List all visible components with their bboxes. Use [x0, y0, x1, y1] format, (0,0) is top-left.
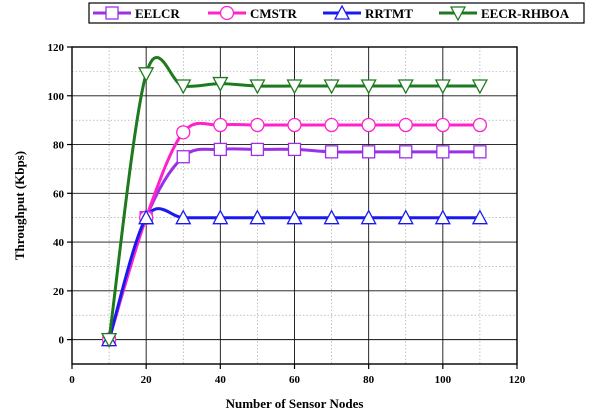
legend-marker-cmstr — [219, 5, 235, 21]
legend-marker-eelcr — [105, 6, 119, 20]
data-point-eelcr — [250, 142, 265, 157]
data-point-eecr-rhboa — [360, 79, 377, 95]
x-tick-label: 0 — [69, 374, 75, 386]
y-axis-label: Throughput (Kbps) — [12, 151, 27, 260]
legend: EELCR CMSTR RRTMT EECR-RHBOA — [88, 2, 585, 24]
data-point-eecr-rhboa — [249, 79, 266, 95]
data-point-cmstr — [435, 117, 450, 133]
legend-marker-rrtmt — [333, 4, 351, 20]
data-point-eelcr — [287, 142, 302, 157]
x-tick-label: 20 — [141, 374, 153, 386]
data-point-eelcr — [362, 145, 376, 159]
data-point-eecr-rhboa — [286, 79, 303, 95]
data-point-eelcr — [399, 145, 413, 159]
x-axis-label: Number of Sensor Nodes — [226, 396, 364, 411]
y-tick-label: 40 — [53, 237, 65, 249]
legend-label-eecr-rhboa: EECR-RHBOA — [481, 6, 570, 21]
data-point-rrtmt — [175, 209, 192, 225]
legend-marker-eecr-rhboa — [449, 6, 467, 22]
data-point-rrtmt — [286, 209, 303, 225]
data-point-rrtmt — [323, 209, 340, 225]
data-point-cmstr — [287, 117, 302, 133]
data-point-eecr-rhboa — [323, 79, 340, 95]
data-point-cmstr — [213, 117, 228, 133]
data-point-eecr-rhboa — [471, 79, 489, 95]
data-point-rrtmt — [249, 209, 266, 225]
data-point-eecr-rhboa — [397, 79, 414, 95]
data-point-cmstr — [250, 117, 265, 133]
series-line-eelcr — [107, 147, 480, 341]
legend-label-rrtmt: RRTMT — [365, 6, 413, 21]
legend-label-cmstr: CMSTR — [250, 6, 298, 21]
data-point-eelcr — [213, 142, 227, 157]
data-point-rrtmt — [397, 209, 414, 225]
data-point-eelcr — [436, 145, 450, 159]
y-tick-label: 20 — [53, 286, 65, 298]
y-tick-label: 0 — [59, 335, 65, 347]
data-point-cmstr — [176, 125, 191, 140]
x-tick-label: 120 — [509, 374, 526, 386]
x-tick-label: 40 — [215, 374, 227, 386]
data-point-eelcr — [473, 145, 487, 159]
data-point-rrtmt — [138, 209, 155, 225]
y-tick-label: 120 — [48, 42, 65, 54]
data-point-eecr-rhboa — [175, 79, 192, 95]
data-point-eecr-rhboa — [138, 67, 155, 83]
data-point-cmstr — [398, 117, 413, 133]
axes: 0 20 40 60 80 100 120 0 20 40 60 80 100 120 — [48, 42, 526, 386]
x-tick-label: 100 — [435, 374, 452, 386]
data-point-rrtmt — [434, 209, 451, 225]
y-tick-label: 80 — [53, 140, 65, 152]
y-tick-label: 100 — [48, 91, 65, 103]
data-point-cmstr — [361, 117, 376, 133]
y-tick-label: 60 — [53, 188, 65, 200]
data-point-cmstr — [324, 117, 339, 133]
grid — [72, 47, 517, 364]
data-point-cmstr — [472, 117, 488, 133]
data-point-rrtmt — [471, 209, 489, 225]
legend-label-eelcr: EELCR — [135, 6, 180, 21]
data-point-eelcr — [324, 145, 339, 159]
data-point-eecr-rhboa — [212, 76, 229, 92]
x-tick-label: 60 — [289, 374, 301, 386]
x-tick-label: 80 — [363, 374, 375, 386]
data-point-eecr-rhboa — [434, 79, 451, 95]
series-line-rrtmt — [107, 207, 480, 341]
data-point-eecr-rhboa — [100, 332, 118, 348]
data-point-eelcr — [176, 150, 190, 164]
data-point-rrtmt — [360, 209, 377, 225]
data-point-rrtmt — [212, 209, 229, 225]
series-markers — [100, 67, 489, 348]
